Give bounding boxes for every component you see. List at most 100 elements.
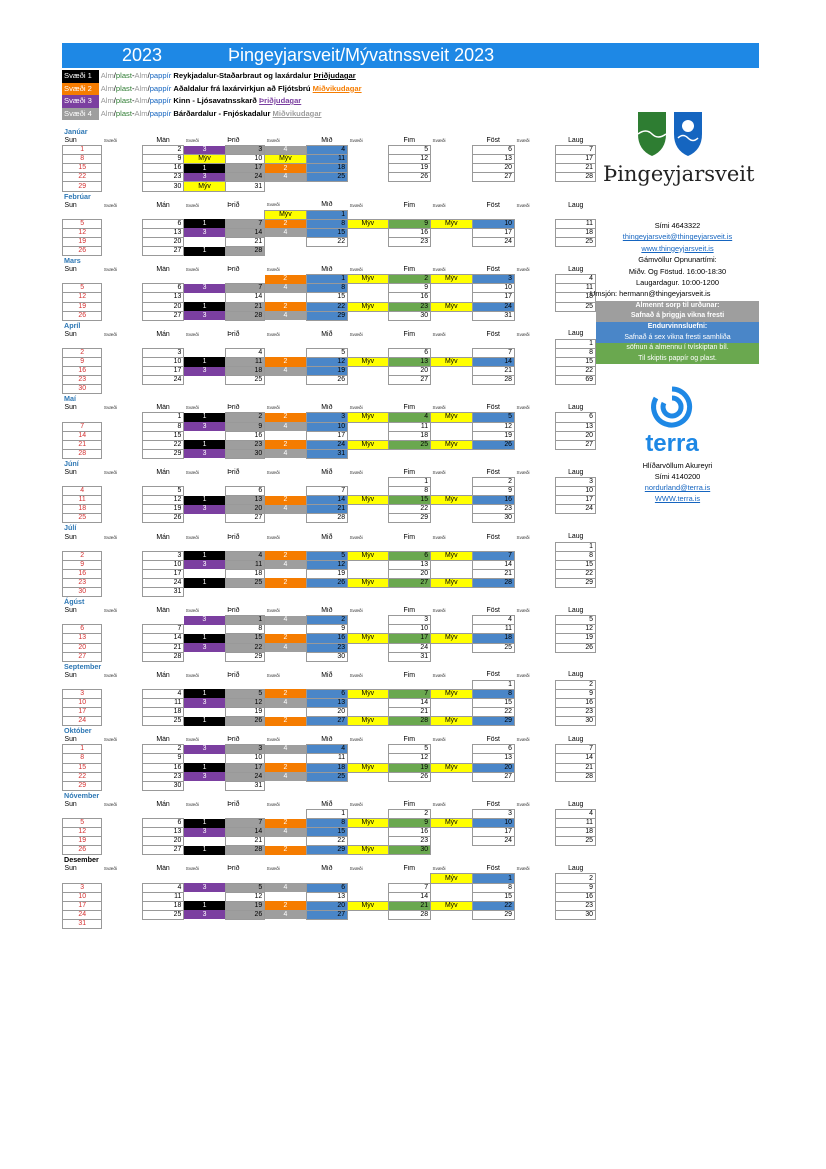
legend-w3: Alm: [134, 96, 148, 105]
day-cell: 6: [471, 145, 515, 156]
day-cell: 1: [183, 763, 226, 773]
day-cell: Mýv: [347, 688, 389, 699]
day-cell: 1: [555, 338, 596, 349]
hdr-fost: Föst: [486, 736, 500, 744]
day-cell: [431, 422, 472, 431]
week-row: 19 20 21 22 23 24 25: [61, 836, 596, 847]
day-cell: [556, 449, 596, 458]
day-cell: 18: [555, 827, 596, 838]
info-web-link[interactable]: www.thingeyjarsveit.is: [641, 243, 714, 253]
day-cell: [184, 919, 225, 928]
day-cell: 19: [555, 633, 596, 644]
hdr-laug: Laug: [568, 201, 584, 209]
week-row: 9 10 1 11 2 12 Mýv 13 Mýv 14 15: [61, 356, 596, 368]
day-cell: [556, 781, 596, 790]
day-cell: [184, 680, 225, 689]
day-cell: [431, 542, 472, 551]
hdr-thri: Þrið: [227, 330, 240, 338]
day-cell: 10: [471, 817, 515, 829]
day-cell: [265, 588, 306, 597]
hdr-svaedi: Svæði: [516, 267, 530, 273]
hdr-svaedi: Svæði: [349, 266, 363, 272]
terra-swirl-icon: [651, 386, 693, 428]
day-cell: [102, 652, 142, 661]
legend-w1: Alm: [100, 96, 114, 105]
terra-email-link[interactable]: nordurland@terra.is: [644, 483, 711, 492]
day-cell: [306, 385, 347, 394]
day-cell: [348, 449, 388, 458]
hdr-thri: Þrið: [227, 201, 240, 209]
hdr-mid: Mið: [321, 533, 333, 541]
day-cell: 6: [555, 412, 596, 423]
day-cell: 13: [387, 559, 432, 570]
day-cell: 2: [141, 145, 185, 156]
day-cell: [102, 625, 142, 634]
day-cell: 2: [264, 845, 307, 855]
day-cell: 69: [555, 375, 596, 386]
day-cell: [265, 652, 306, 661]
day-cell: 5: [305, 550, 349, 561]
month-table: Sun Svæði Mán Svæði Þrið Svæði Mið Svæði Fim Svæð…: [61, 533, 596, 598]
day-cell: Mýv: [430, 356, 473, 368]
day-cell: 7: [61, 421, 103, 432]
terra-logo: terra: [645, 386, 699, 457]
day-cell: 27: [141, 310, 185, 321]
day-cell: [515, 478, 556, 487]
day-cell: [348, 883, 388, 892]
day-cell: 3: [224, 744, 266, 755]
day-cell: [102, 892, 142, 901]
day-cell: 5: [61, 817, 103, 829]
day-cell: [102, 542, 142, 551]
day-cell: 1: [183, 163, 226, 173]
day-cell: [515, 578, 556, 587]
terra-web-link[interactable]: WWW.terra.is: [654, 494, 701, 503]
hdr-svaedi: Svæði: [103, 469, 117, 475]
terra-wordmark: terra: [645, 430, 699, 457]
hdr-svaedi: Svæði: [103, 267, 117, 273]
day-cell: [102, 275, 142, 284]
month-title: Apríl: [64, 320, 81, 330]
day-cell: 2: [141, 744, 185, 755]
day-cell: [102, 560, 142, 569]
hdr-svaedi: Svæði: [103, 672, 117, 678]
week-row: 30: [61, 384, 596, 395]
day-cell: 22: [471, 900, 515, 911]
hdr-mid: Mið: [321, 265, 333, 273]
day-cell: 2: [264, 689, 307, 699]
week-row: 12 13 3 14 4 15 16 17 18: [61, 827, 596, 838]
hdr-svaedi: Svæði: [516, 672, 530, 678]
day-cell: 1: [183, 633, 226, 643]
day-cell: Mýv: [430, 301, 473, 312]
day-cell: [348, 542, 388, 551]
day-cell: [472, 210, 515, 219]
day-cell: [556, 182, 596, 191]
hdr-svaedi: Svæði: [516, 866, 530, 872]
day-cell: 23: [387, 301, 432, 312]
day-cell: 24: [141, 375, 185, 386]
day-cell: Mýv: [430, 873, 473, 884]
day-cell: 14: [305, 495, 349, 506]
day-cell: [472, 781, 515, 790]
day-cell: 14: [471, 559, 515, 570]
day-cell: 9: [555, 688, 596, 699]
legend-w4: pappír: [149, 96, 172, 105]
week-row: 10 11 3 12 4 13 14 15 16: [61, 697, 596, 709]
week-row: Mýv 1 2: [63, 873, 596, 884]
day-cell: [306, 919, 347, 928]
banner-title: Þingeyjarsveit/Mývatnssveit 2023: [228, 45, 495, 65]
day-cell: 16: [387, 292, 432, 303]
day-cell: 10: [471, 283, 515, 294]
day-cell: 26: [141, 513, 185, 524]
day-cell: 19: [224, 900, 266, 911]
day-cell: 26: [61, 845, 103, 856]
info-email-link[interactable]: thingeyjarsveit@thingeyjarsveit.is: [622, 232, 733, 242]
hdr-svaedi: Svæði: [266, 801, 280, 807]
day-cell: Mýv: [430, 633, 473, 644]
day-cell: 5: [61, 218, 103, 229]
hdr-svaedi: Svæði: [266, 469, 280, 475]
day-cell: [348, 487, 388, 496]
day-cell: [184, 339, 225, 348]
day-cell: 9: [555, 882, 596, 893]
hdr-svaedi: Svæði: [516, 138, 530, 144]
